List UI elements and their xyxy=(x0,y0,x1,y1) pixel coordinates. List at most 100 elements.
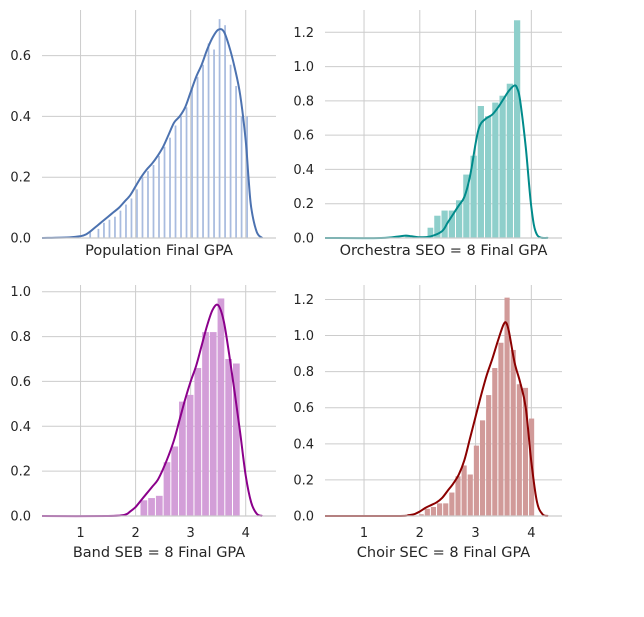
histogram-bar xyxy=(427,227,434,238)
x-tick-label: 3 xyxy=(187,526,195,541)
histogram-bar xyxy=(461,465,467,516)
y-tick-label: 0.6 xyxy=(10,49,31,64)
histogram-bar xyxy=(449,492,455,516)
x-tick-label: 3 xyxy=(471,526,479,541)
histogram-bar xyxy=(506,83,513,238)
y-tick-label: 0.2 xyxy=(293,473,314,488)
kde-curve xyxy=(41,303,263,518)
histogram-bar xyxy=(516,384,522,516)
kde-curve xyxy=(41,28,263,239)
y-tick-label: 0.6 xyxy=(293,129,314,144)
histogram-bar xyxy=(484,116,492,238)
histogram-bar xyxy=(473,445,479,516)
histogram-bar xyxy=(218,19,221,239)
histogram-bar xyxy=(185,107,188,238)
histogram-bar xyxy=(504,297,510,516)
histogram-bar xyxy=(125,204,127,238)
histogram-bars xyxy=(140,298,240,516)
histogram-bar xyxy=(467,474,473,516)
histogram-bar xyxy=(434,215,441,238)
histogram-bar xyxy=(229,64,232,238)
histogram-bars xyxy=(89,19,248,239)
histogram-bar xyxy=(119,210,122,238)
y-tick-label: 0.2 xyxy=(10,171,31,186)
histogram-bar xyxy=(155,495,163,516)
histogram-bar xyxy=(443,503,449,516)
histogram-bar xyxy=(202,64,204,238)
histogram-bars xyxy=(405,20,521,238)
histogram-bar xyxy=(158,155,160,238)
histogram-bar xyxy=(225,359,233,516)
histogram-bar xyxy=(114,216,116,238)
histogram-bar xyxy=(477,106,484,238)
panel-choir-final-gpa: 0.0 0.2 0.4 0.6 0.8 1.0 1.2 1 2 3 4 Choir SEC = 8 F… xyxy=(293,285,562,561)
y-tick-label: 1.0 xyxy=(10,285,31,300)
histogram-bar xyxy=(147,171,149,238)
histogram-bar xyxy=(209,332,217,516)
histogram-bar xyxy=(522,387,529,516)
y-tick-label: 1.0 xyxy=(293,60,314,75)
histogram-bar xyxy=(108,219,111,238)
histogram-bar xyxy=(97,228,100,238)
y-tick-label: 0.4 xyxy=(293,163,314,178)
histogram-bar xyxy=(240,116,243,238)
y-tick-label: 0.2 xyxy=(293,197,314,212)
histogram-bar xyxy=(207,43,210,238)
y-tick-label: 1.2 xyxy=(293,293,314,308)
y-tick-label: 0.0 xyxy=(293,232,314,247)
histogram-bar xyxy=(419,514,424,516)
x-tick-label: 2 xyxy=(416,526,424,541)
x-axis-title: Band SEB = 8 Final GPA xyxy=(73,545,245,561)
histogram-bar xyxy=(130,198,133,238)
y-tick-label: 0.4 xyxy=(10,420,31,435)
x-tick-label: 1 xyxy=(76,526,84,541)
histogram-bar xyxy=(217,298,225,516)
histogram-bar xyxy=(492,102,499,238)
histogram-bar xyxy=(194,367,202,516)
histogram-bar xyxy=(136,189,138,238)
histogram-bar xyxy=(196,76,199,238)
histogram-bar xyxy=(430,506,437,516)
panel-orchestra-final-gpa: 0.0 0.2 0.4 0.6 0.8 1.0 1.2 Orchestra SEO = 8 F… xyxy=(293,10,562,259)
histogram-bar xyxy=(424,508,430,516)
y-tick-label: 0.0 xyxy=(293,510,314,525)
y-tick-label: 0.0 xyxy=(10,510,31,525)
histogram-bar xyxy=(171,446,179,516)
histogram-bar xyxy=(140,500,148,516)
histogram-bar xyxy=(224,25,226,239)
histogram-bar xyxy=(186,394,194,516)
histogram-bar xyxy=(470,155,477,238)
histogram-bar xyxy=(235,86,237,238)
kde-curve xyxy=(324,321,549,518)
y-tick-label: 0.2 xyxy=(10,465,31,480)
histogram-bar xyxy=(89,231,92,238)
histogram-bar xyxy=(405,236,412,238)
x-tick-label: 1 xyxy=(360,526,368,541)
histogram-bar xyxy=(463,174,470,238)
x-tick-label: 4 xyxy=(242,526,250,541)
histogram-bar xyxy=(455,476,461,516)
histogram-bar xyxy=(498,342,504,516)
histogram-bar xyxy=(179,401,186,516)
histogram-bar xyxy=(492,368,498,516)
histogram-bar xyxy=(141,177,144,238)
histogram-bar xyxy=(152,165,155,238)
histogram-bar xyxy=(441,210,448,238)
x-tick-label: 2 xyxy=(131,526,139,541)
histogram-bar xyxy=(455,200,463,238)
y-tick-label: 0.8 xyxy=(293,94,314,109)
histogram-bar xyxy=(213,49,215,238)
histogram-bar xyxy=(233,363,240,516)
y-tick-label: 0.6 xyxy=(10,375,31,390)
panel-population-final-gpa: 0.0 0.2 0.4 0.6 Population Final GPA xyxy=(10,10,276,259)
histogram-bar xyxy=(174,125,177,238)
y-tick-label: 0.0 xyxy=(10,232,31,247)
x-axis-title: Choir SEC = 8 Final GPA xyxy=(357,545,531,561)
x-axis-title: Population Final GPA xyxy=(85,243,233,259)
x-axis-title: Orchestra SEO = 8 Final GPA xyxy=(340,243,548,259)
histogram-bar xyxy=(103,222,105,238)
histogram-bar xyxy=(163,146,166,238)
histogram-bar xyxy=(169,137,171,238)
panel-band-final-gpa: 0.0 0.2 0.4 0.6 0.8 1.0 1 2 3 4 Band SEB = 8 Final… xyxy=(10,285,276,561)
y-tick-label: 0.6 xyxy=(293,401,314,416)
